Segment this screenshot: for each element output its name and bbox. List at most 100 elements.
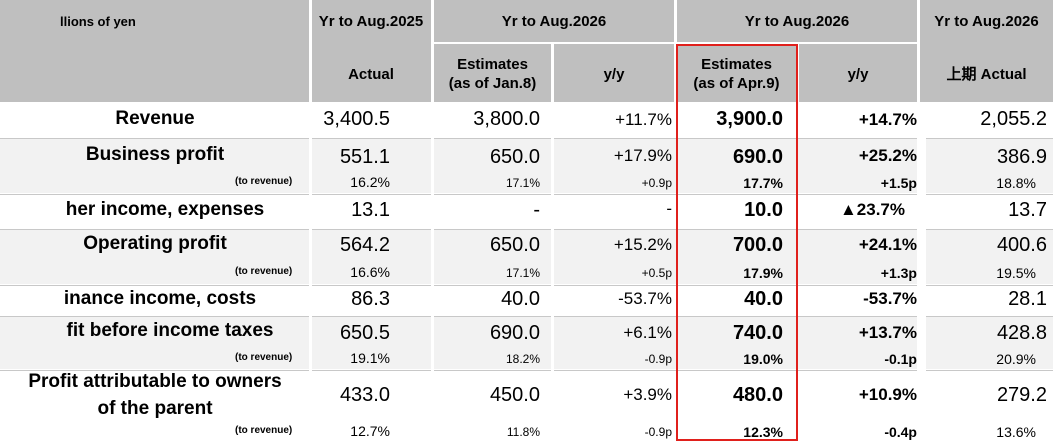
col-subheader-yy1: y/y xyxy=(603,66,625,83)
col-header-2026-apr: Yr to Aug.2026 xyxy=(744,13,850,30)
cell-pbt-sub-h1: 20.9% xyxy=(996,351,1036,367)
row-label-other-income: her income, expenses xyxy=(65,199,265,220)
cell-operating-profit-est-jan: 650.0 xyxy=(489,234,540,256)
cell-pbt-yy2: +13.7% xyxy=(858,323,917,342)
cell-owners-est-apr: 480.0 xyxy=(732,384,783,406)
row-label-business-profit: Business profit xyxy=(85,144,225,165)
cell-finance-yy2: -53.7% xyxy=(863,289,917,308)
cell-business-profit-yy1: +17.9% xyxy=(613,146,672,165)
unit-label: llions of yen xyxy=(60,14,136,29)
cell-owners-sub-h1: 13.6% xyxy=(996,424,1036,440)
row-bg-operating-profit xyxy=(0,230,1053,284)
row-divider xyxy=(0,194,1053,195)
cell-operating-profit-sub-est-apr: 17.9% xyxy=(743,265,783,281)
row-divider xyxy=(0,138,1053,139)
cell-business-profit-actual: 551.1 xyxy=(339,146,390,168)
cell-operating-profit-yy1: +15.2% xyxy=(613,235,672,254)
cell-business-profit-est-jan: 650.0 xyxy=(489,146,540,168)
cell-operating-profit-sub-yy1: +0.5p xyxy=(641,266,672,280)
cell-business-profit-sub-est-jan: 17.1% xyxy=(505,176,540,190)
header-divider xyxy=(309,0,312,102)
cell-owners-actual: 433.0 xyxy=(339,384,390,406)
cell-finance-actual: 86.3 xyxy=(351,288,390,310)
cell-pbt-sub-est-apr: 19.0% xyxy=(743,351,783,367)
cell-operating-profit-yy2: +24.1% xyxy=(858,235,917,254)
cell-other-income-yy1: - xyxy=(666,199,672,218)
cell-owners-est-jan: 450.0 xyxy=(489,384,540,406)
cell-pbt-sub-yy1: -0.9p xyxy=(644,352,672,366)
row-divider xyxy=(0,370,1053,371)
row-divider xyxy=(0,316,1053,317)
cell-operating-profit-est-apr: 700.0 xyxy=(732,234,783,256)
header-divider xyxy=(676,42,917,44)
cell-finance-est-jan: 40.0 xyxy=(501,288,540,310)
cell-pbt-sub-actual: 19.1% xyxy=(350,350,390,366)
row-label-pbt: fit before income taxes xyxy=(66,320,274,341)
col-subheader-estimates-jan: Estimates (as of Jan.8) xyxy=(448,56,537,92)
column-divider xyxy=(551,102,554,441)
cell-pbt-est-jan: 690.0 xyxy=(489,322,540,344)
cell-operating-profit-sub-est-jan: 17.1% xyxy=(505,266,540,280)
row-bg-business-profit xyxy=(0,139,1053,193)
row-label-finance: inance income, costs xyxy=(63,288,257,309)
column-divider xyxy=(431,102,434,441)
header-divider xyxy=(433,42,674,44)
column-divider xyxy=(309,102,312,441)
cell-revenue-actual: 3,400.5 xyxy=(323,108,390,130)
cell-finance-h1: 28.1 xyxy=(1008,288,1047,310)
cell-other-income-yy2: ▲23.7% xyxy=(839,200,905,219)
header-divider xyxy=(674,0,677,102)
row-bg-owners xyxy=(0,371,1053,441)
row-bg-revenue xyxy=(0,104,1053,137)
cell-owners-sub-actual: 12.7% xyxy=(350,423,390,439)
cell-pbt-yy1: +6.1% xyxy=(623,323,672,342)
row-label-operating-profit: Operating profit xyxy=(83,233,227,254)
cell-business-profit-sub-h1: 18.8% xyxy=(996,175,1036,191)
cell-operating-profit-sub-h1: 19.5% xyxy=(996,265,1036,281)
cell-finance-yy1: -53.7% xyxy=(618,289,672,308)
cell-owners-sub-yy1: -0.9p xyxy=(644,425,672,439)
highlight-frame-estimates-apr xyxy=(676,44,798,441)
cell-revenue-est-jan: 3,800.0 xyxy=(473,108,540,130)
cell-pbt-actual: 650.5 xyxy=(339,322,390,344)
cell-business-profit-sub-yy1: +0.9p xyxy=(641,176,672,190)
cell-operating-profit-sub-yy2: +1.3p xyxy=(880,265,917,281)
cell-business-profit-sub-yy2: +1.5p xyxy=(880,175,917,191)
row-label-revenue: Revenue xyxy=(115,108,195,129)
row-label-owners: Profit attributable to owners of the par… xyxy=(28,371,282,419)
cell-other-income-est-apr: 10.0 xyxy=(744,199,783,221)
header-band xyxy=(0,0,1053,102)
cell-revenue-yy2: +14.7% xyxy=(858,110,917,129)
header-divider xyxy=(917,0,920,102)
cell-owners-sub-est-jan: 11.8% xyxy=(506,425,540,439)
cell-pbt-est-apr: 740.0 xyxy=(732,322,783,344)
cell-revenue-yy1: +11.7% xyxy=(615,110,672,129)
col-subheader-actual: Actual xyxy=(348,66,394,83)
cell-operating-profit-sub-actual: 16.6% xyxy=(350,264,390,280)
row-sublabel-operating-profit: (to revenue) xyxy=(235,266,293,277)
header-divider xyxy=(551,44,554,102)
cell-other-income-h1: 13.7 xyxy=(1008,199,1047,221)
cell-other-income-est-jan: - xyxy=(533,199,540,221)
cell-pbt-sub-est-jan: 18.2% xyxy=(505,352,540,366)
col-header-2025: Yr to Aug.2025 xyxy=(318,13,424,30)
row-bg-pbt xyxy=(0,317,1053,369)
col-subheader-h1-actual: 上期 Actual xyxy=(946,66,1027,83)
cell-owners-yy2: +10.9% xyxy=(858,385,917,404)
row-sublabel-owners: (to revenue) xyxy=(235,425,293,436)
cell-owners-sub-yy2: -0.4p xyxy=(884,424,917,440)
cell-operating-profit-actual: 564.2 xyxy=(339,234,390,256)
cell-pbt-h1: 428.8 xyxy=(996,322,1047,344)
row-bg-finance xyxy=(0,286,1053,315)
cell-operating-profit-h1: 400.6 xyxy=(996,234,1047,256)
cell-business-profit-h1: 386.9 xyxy=(996,146,1047,168)
cell-business-profit-sub-actual: 16.2% xyxy=(350,174,390,190)
cell-owners-h1: 279.2 xyxy=(996,384,1047,406)
cell-business-profit-est-apr: 690.0 xyxy=(732,146,783,168)
col-header-2026-h1: Yr to Aug.2026 xyxy=(934,13,1039,30)
cell-business-profit-yy2: +25.2% xyxy=(858,146,917,165)
col-subheader-yy2: y/y xyxy=(847,66,869,83)
row-bg-other-income xyxy=(0,195,1053,228)
row-sublabel-business-profit: (to revenue) xyxy=(235,176,293,187)
row-sublabel-pbt: (to revenue) xyxy=(235,352,293,363)
